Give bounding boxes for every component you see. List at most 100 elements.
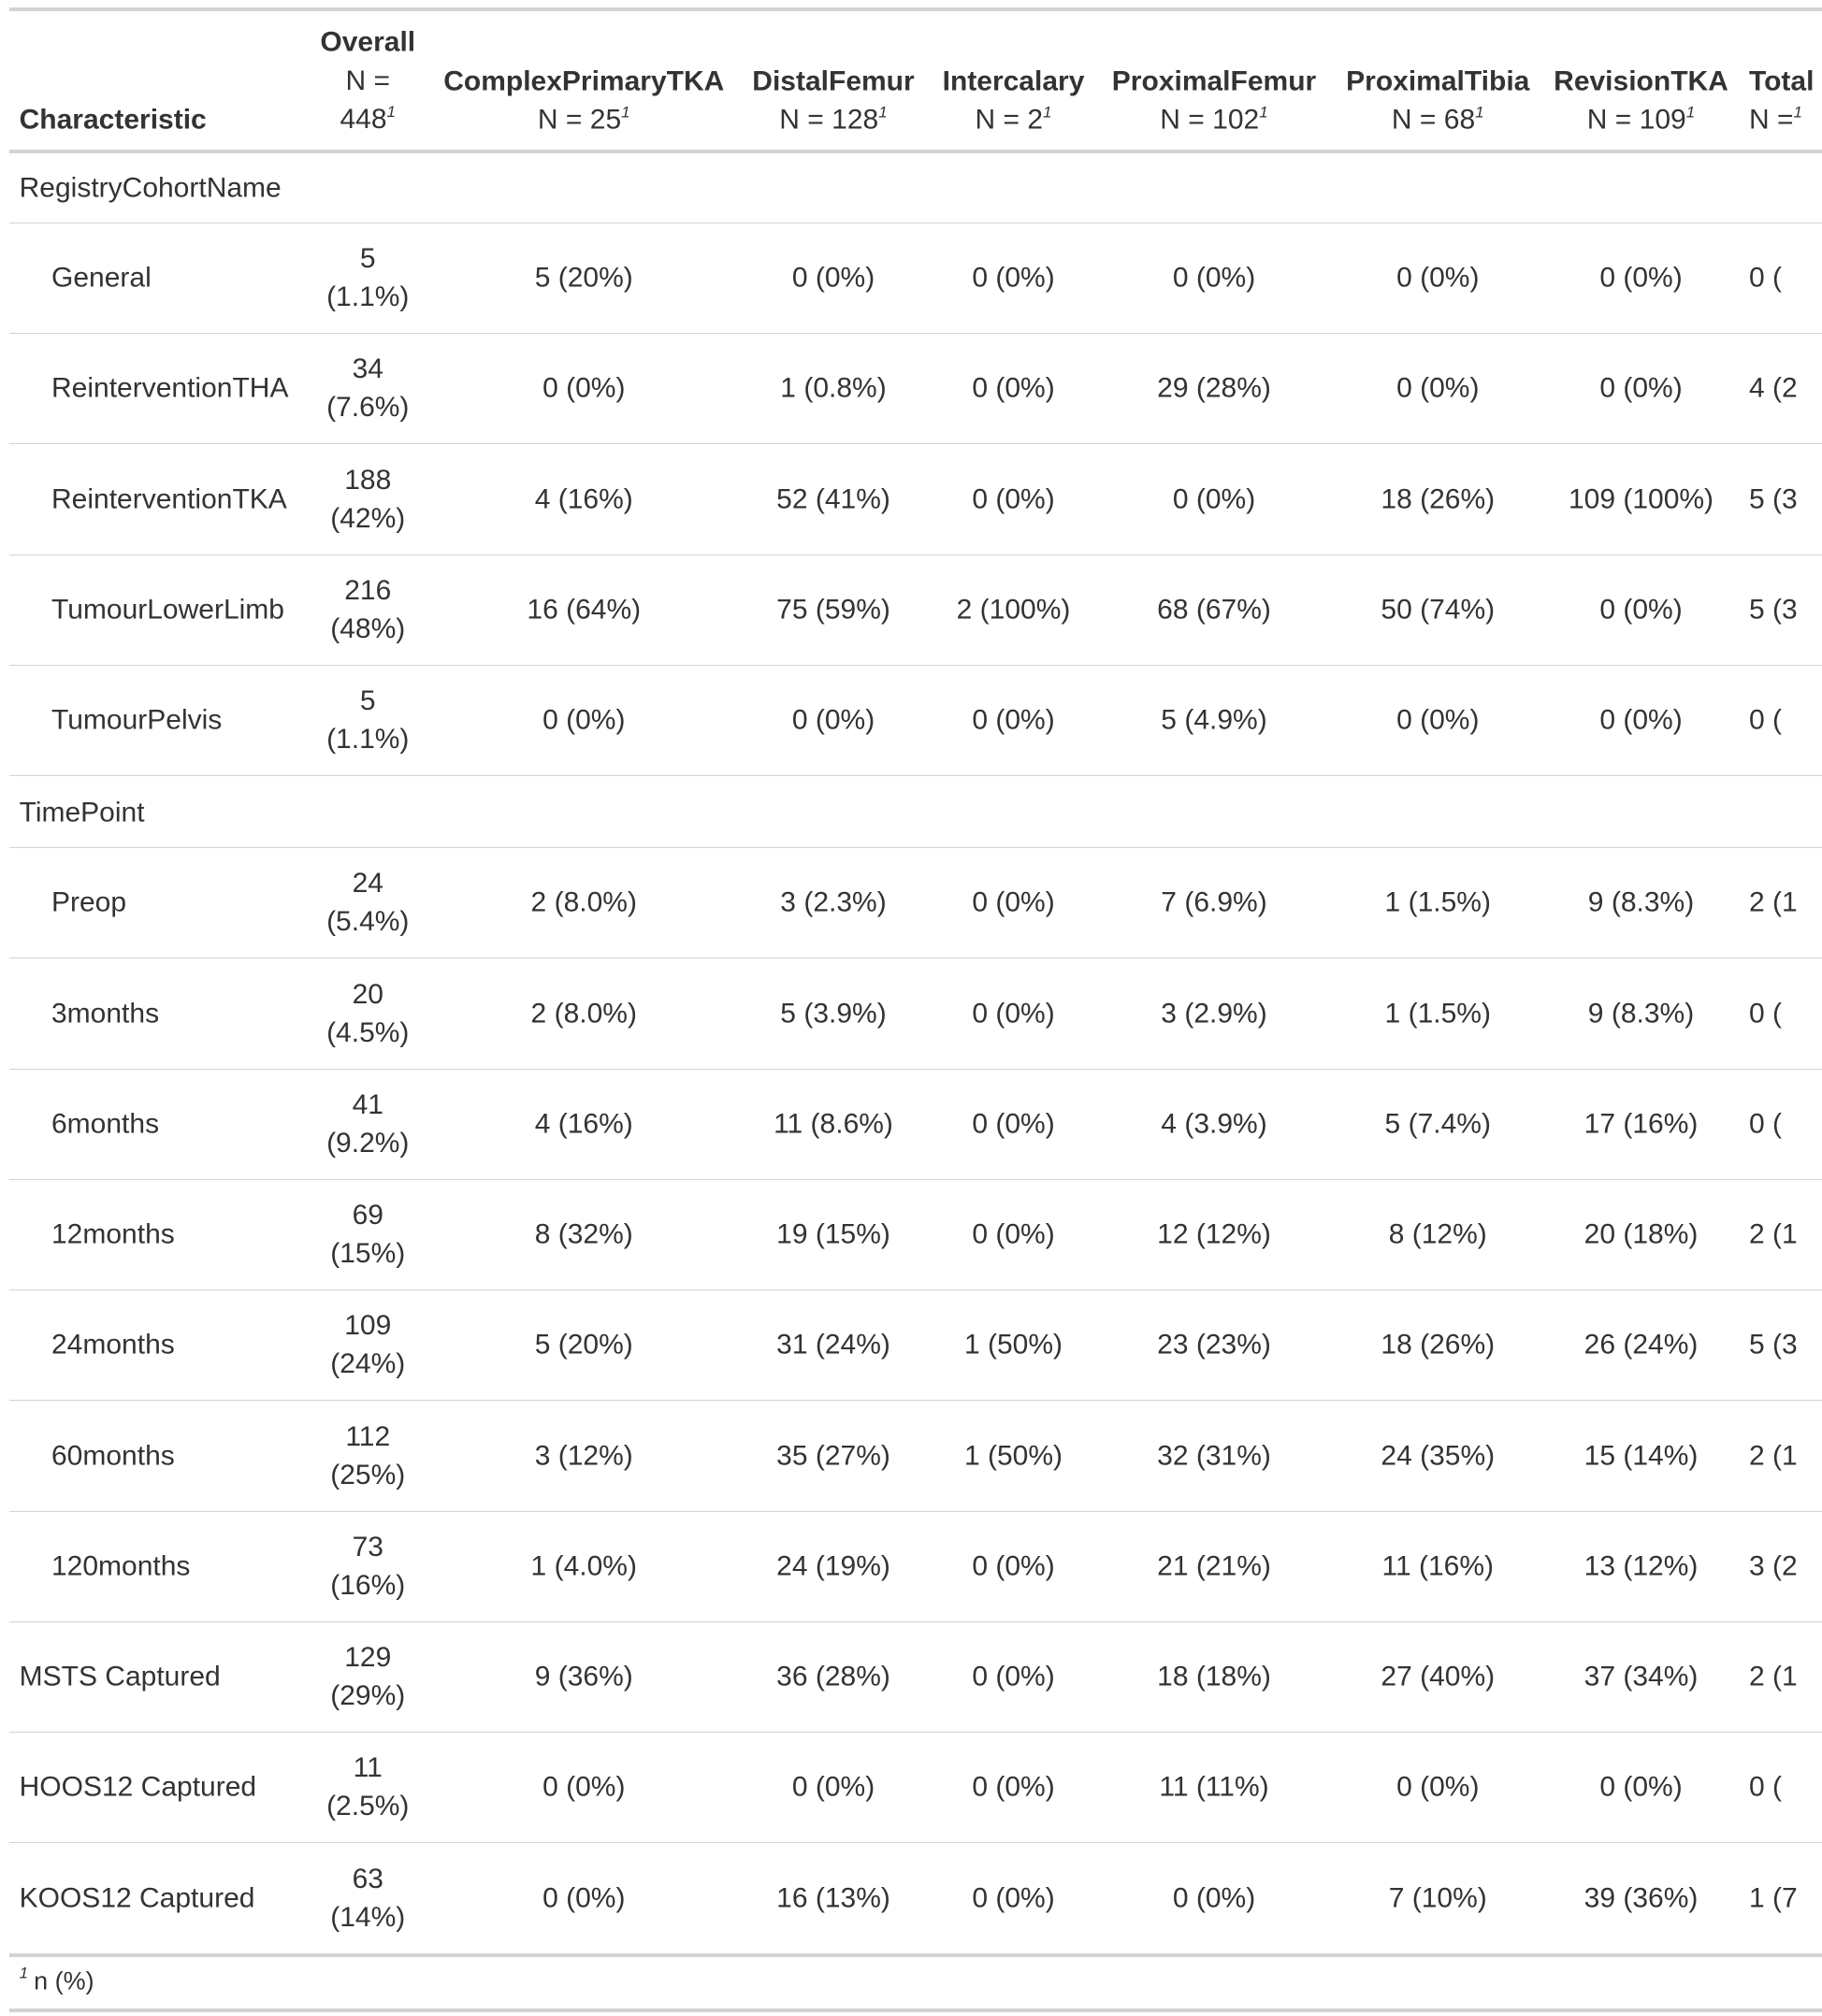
cell: 26 (24%)	[1583, 1329, 1699, 1361]
cell: 5 (4.9%)	[1161, 704, 1267, 736]
cell: 3 (2	[1749, 1550, 1798, 1582]
cell: 0 (	[1749, 1771, 1783, 1803]
cell: 2 (8.0%)	[530, 886, 637, 918]
cell: 0 (0%)	[972, 1550, 1055, 1582]
cell: 4 (3.9%)	[1161, 1108, 1267, 1140]
footnote-mark: 1	[878, 103, 888, 122]
row-rule	[9, 554, 1822, 555]
row-label: 60months	[51, 1440, 175, 1471]
footnote-mark: 1	[1043, 103, 1052, 122]
cell: 1 (1.5%)	[1384, 886, 1491, 918]
row-label: 3months	[51, 998, 160, 1029]
row-rule	[9, 1289, 1822, 1291]
section-label: TimePoint	[19, 797, 145, 828]
cell: 188 (42%)	[330, 464, 406, 534]
cell: 5 (3	[1749, 1329, 1798, 1361]
cell: 73 (16%)	[330, 1531, 406, 1601]
row-rule	[9, 443, 1822, 445]
cell: 7 (10%)	[1388, 1882, 1487, 1913]
cell: 0 (0%)	[1599, 1771, 1683, 1803]
cell: 16 (64%)	[527, 594, 642, 626]
cell: 15 (14%)	[1583, 1440, 1699, 1471]
cell: 2 (1	[1749, 1440, 1798, 1471]
column-n-text: N = 128	[779, 104, 879, 136]
cell: 8 (32%)	[534, 1218, 633, 1250]
footnote-mark: 1	[386, 103, 397, 122]
cell: 23 (23%)	[1157, 1329, 1271, 1361]
cell: 17 (16%)	[1583, 1108, 1699, 1140]
cell: 2 (1	[1749, 1218, 1798, 1250]
cell: 24 (19%)	[776, 1550, 890, 1582]
cell: 24 (5.4%)	[326, 868, 410, 938]
cell: 7 (6.9%)	[1161, 886, 1267, 918]
cell: 11 (2.5%)	[326, 1752, 410, 1822]
column-label: RevisionTKA	[1554, 65, 1728, 97]
footnote-mark: 1	[1685, 103, 1696, 122]
header-characteristic: Characteristic	[19, 104, 207, 136]
column-n: N = 681	[1392, 100, 1484, 138]
cell: 109 (24%)	[330, 1310, 406, 1380]
cell: 0 (0%)	[972, 262, 1055, 294]
footnote-mark: 1	[19, 1964, 29, 1982]
row-label: Preop	[51, 886, 127, 918]
cell: 39 (36%)	[1583, 1882, 1699, 1913]
cell: 1 (50%)	[963, 1329, 1063, 1361]
row-rule	[9, 1620, 1822, 1622]
column-label: DistalFemur	[752, 65, 915, 97]
column-n-text: N = 25	[537, 104, 622, 136]
cell: 20 (4.5%)	[326, 978, 410, 1048]
cell: 4 (16%)	[534, 1108, 633, 1140]
cell: 0 (	[1749, 262, 1783, 294]
cell: 3 (2.9%)	[1161, 998, 1267, 1029]
cell: 0 (0%)	[1599, 704, 1683, 736]
cell: 5 (3	[1749, 594, 1798, 626]
cell: 0 (0%)	[791, 704, 875, 736]
cell: 0 (0%)	[972, 372, 1055, 404]
row-rule	[9, 333, 1822, 335]
cell: 35 (27%)	[776, 1440, 890, 1471]
footnote-text: n (%)	[34, 1966, 94, 1995]
cell: 31 (24%)	[776, 1329, 890, 1361]
column-n: N = 1281	[779, 100, 887, 138]
row-label: 6months	[51, 1108, 160, 1140]
cell: 0 (0%)	[1172, 1882, 1256, 1913]
cell: 0 (0%)	[791, 1771, 875, 1803]
cell: 0 (0%)	[972, 1108, 1055, 1140]
column-n-text: N = 2	[975, 104, 1044, 136]
row-label: General	[51, 262, 152, 294]
column-label: ComplexPrimaryTKA	[443, 65, 725, 97]
column-label: ProximalTibia	[1346, 65, 1530, 97]
row-rule	[9, 1068, 1822, 1070]
footnote: 1 n (%)	[20, 1962, 94, 2000]
row-rule	[9, 775, 1822, 777]
cell: 0 (0%)	[542, 1882, 626, 1913]
column-n: N = 1021	[1160, 100, 1267, 138]
cell: 0 (0%)	[1396, 372, 1480, 404]
column-n-text: N = 68	[1391, 104, 1476, 136]
footnote-mark: 1	[1475, 103, 1484, 122]
column-label: Total	[1749, 65, 1815, 97]
cell: 5 (3.9%)	[780, 998, 887, 1029]
cell: 37 (34%)	[1583, 1661, 1699, 1692]
cell: 0 (0%)	[1172, 483, 1256, 514]
cell: 18 (18%)	[1157, 1661, 1271, 1692]
cell: 52 (41%)	[776, 483, 890, 514]
row-rule	[9, 1178, 1822, 1180]
cell: 24 (35%)	[1381, 1440, 1496, 1471]
cell: 0 (	[1749, 998, 1783, 1029]
cell: 5 (7.4%)	[1384, 1108, 1491, 1140]
cell: 5 (20%)	[534, 1329, 633, 1361]
cell: 2 (8.0%)	[530, 998, 637, 1029]
column-n-text: N =	[1749, 104, 1794, 136]
cell: 5 (1.1%)	[326, 685, 410, 755]
cell: 1 (1.5%)	[1384, 998, 1491, 1029]
cell: 0 (0%)	[1599, 594, 1683, 626]
row-label: TumourLowerLimb	[51, 594, 284, 626]
cell: 50 (74%)	[1381, 594, 1496, 626]
row-rule	[9, 1842, 1822, 1844]
cell: 3 (12%)	[534, 1440, 633, 1471]
cell: 0 (0%)	[1396, 1771, 1480, 1803]
cell: 2 (100%)	[956, 594, 1071, 626]
row-label: 12months	[51, 1218, 175, 1250]
cell: 0 (	[1749, 704, 1783, 736]
